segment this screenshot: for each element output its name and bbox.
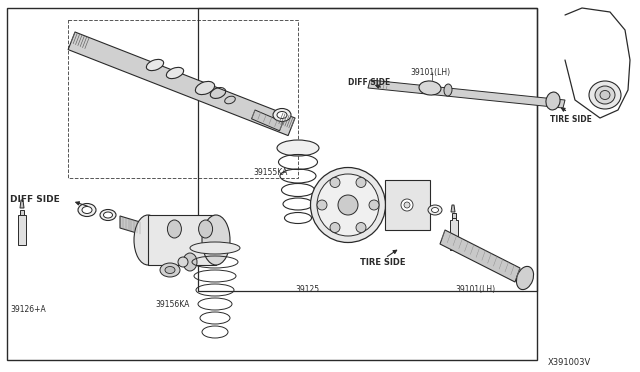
Ellipse shape: [104, 212, 113, 218]
Ellipse shape: [198, 220, 212, 238]
Ellipse shape: [419, 81, 441, 95]
Ellipse shape: [202, 215, 230, 265]
Ellipse shape: [317, 174, 379, 236]
Polygon shape: [68, 32, 295, 136]
Ellipse shape: [190, 242, 240, 254]
Polygon shape: [450, 216, 458, 250]
Polygon shape: [120, 216, 140, 234]
Ellipse shape: [404, 202, 410, 208]
Ellipse shape: [100, 209, 116, 221]
Ellipse shape: [165, 266, 175, 273]
Text: 39155KA: 39155KA: [253, 168, 287, 177]
Ellipse shape: [310, 167, 385, 243]
Text: 39101(LH): 39101(LH): [410, 68, 450, 77]
Ellipse shape: [589, 81, 621, 109]
Ellipse shape: [356, 222, 366, 232]
Ellipse shape: [134, 215, 162, 265]
Text: X391003V: X391003V: [548, 358, 591, 367]
Bar: [452, 213, 456, 218]
Ellipse shape: [595, 86, 615, 104]
Text: 39125: 39125: [295, 285, 319, 294]
Polygon shape: [368, 80, 565, 108]
Ellipse shape: [356, 177, 366, 187]
Ellipse shape: [330, 177, 340, 187]
Text: TIRE SIDE: TIRE SIDE: [550, 115, 592, 124]
Ellipse shape: [338, 195, 358, 215]
Ellipse shape: [330, 222, 340, 232]
Ellipse shape: [369, 200, 379, 210]
Polygon shape: [451, 205, 455, 212]
Ellipse shape: [428, 205, 442, 215]
Bar: [7, 8, 537, 360]
Text: 39101(LH): 39101(LH): [455, 285, 495, 294]
Bar: [198, 8, 537, 291]
Polygon shape: [20, 200, 24, 208]
Polygon shape: [252, 110, 283, 131]
Ellipse shape: [178, 257, 188, 267]
Ellipse shape: [401, 199, 413, 211]
Text: DIFF SIDE: DIFF SIDE: [348, 78, 390, 87]
Polygon shape: [18, 212, 26, 245]
Ellipse shape: [600, 90, 610, 99]
Ellipse shape: [546, 92, 560, 110]
Bar: [20, 210, 24, 215]
Ellipse shape: [431, 208, 438, 212]
Text: TIRE SIDE: TIRE SIDE: [360, 258, 406, 267]
Bar: [68, 20, 298, 178]
Text: 39126+A: 39126+A: [10, 305, 45, 314]
Ellipse shape: [166, 67, 184, 78]
Ellipse shape: [160, 263, 180, 277]
Polygon shape: [440, 230, 520, 282]
Bar: [385, 180, 430, 230]
Ellipse shape: [183, 253, 197, 271]
Text: 39156KA: 39156KA: [155, 300, 189, 309]
Ellipse shape: [444, 84, 452, 96]
Ellipse shape: [317, 200, 327, 210]
Ellipse shape: [147, 60, 164, 71]
Ellipse shape: [273, 109, 291, 122]
Ellipse shape: [277, 140, 319, 156]
Ellipse shape: [516, 266, 534, 290]
Ellipse shape: [82, 206, 92, 214]
Ellipse shape: [195, 81, 214, 94]
Text: DIFF SIDE: DIFF SIDE: [10, 195, 60, 204]
Ellipse shape: [277, 112, 287, 119]
Ellipse shape: [78, 203, 96, 217]
Ellipse shape: [168, 220, 181, 238]
Bar: [148, 215, 216, 265]
